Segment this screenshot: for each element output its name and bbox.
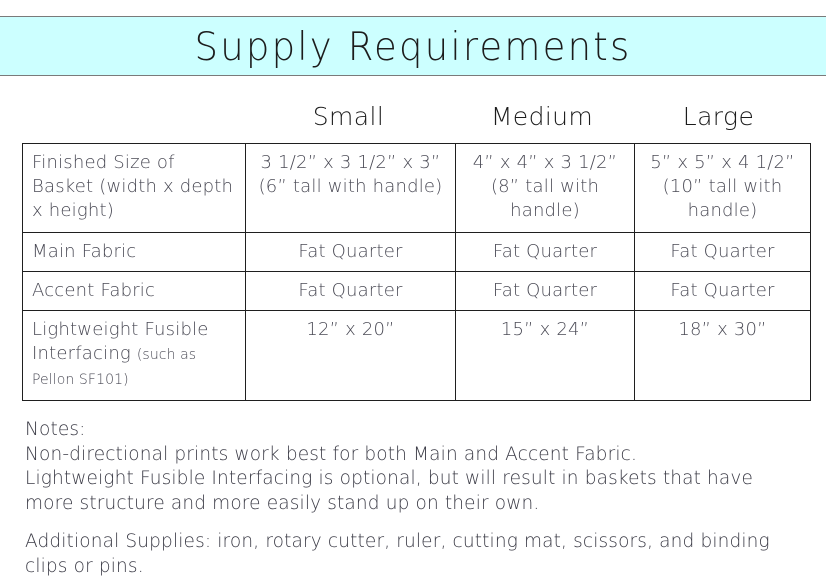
notes-heading: Notes: <box>25 419 86 440</box>
table-row: Lightweight Fusible Interfacing (such as… <box>22 310 811 401</box>
cell-accent-fabric-medium: Fat Quarter <box>455 271 635 311</box>
cell-main-fabric-small: Fat Quarter <box>245 232 456 272</box>
table-row: Main Fabric Fat Quarter Fat Quarter Fat … <box>22 232 811 272</box>
cell-text: Fat Quarter <box>670 241 775 262</box>
cell-text: Fat Quarter <box>298 241 403 262</box>
cell-interfacing-small: 12” x 20” <box>245 310 456 401</box>
row-label-main-fabric: Main Fabric <box>22 232 246 272</box>
cell-text: 3 1/2” x 3 1/2” x 3” (6” tall with handl… <box>258 152 443 197</box>
cell-text: Lightweight Fusible Interfacing (such as… <box>23 311 245 400</box>
cell-interfacing-medium: 15” x 24” <box>455 310 635 401</box>
cell-text: 12” x 20” <box>306 319 395 340</box>
column-header-large: Large <box>682 102 755 131</box>
additional-supplies: Additional Supplies: iron, rotary cutter… <box>25 531 770 577</box>
row-label-interfacing: Lightweight Fusible Interfacing (such as… <box>22 310 246 401</box>
notes-section: Notes: Non-directional prints work best … <box>25 418 800 516</box>
cell-text: 5” x 5” x 4 1/2” (10” tall with handle) <box>650 152 795 221</box>
cell-interfacing-large: 18” x 30” <box>634 310 811 401</box>
cell-text: Accent Fabric <box>32 280 156 301</box>
cell-main-fabric-large: Fat Quarter <box>634 232 811 272</box>
cell-accent-fabric-small: Fat Quarter <box>245 271 456 311</box>
notes-line-2: Lightweight Fusible Interfacing is optio… <box>25 468 760 514</box>
column-header-medium: Medium <box>490 102 594 131</box>
row-label-interfacing-main: Lightweight Fusible Interfacing <box>32 319 209 364</box>
row-label-finished-size: Finished Size of Basket (width x depth x… <box>22 143 246 233</box>
column-header-small: Small <box>312 102 385 131</box>
cell-finished-size-large: 5” x 5” x 4 1/2” (10” tall with handle) <box>634 143 811 233</box>
cell-text: 4” x 4” x 3 1/2” (8” tall with handle) <box>472 152 618 221</box>
cell-text: 18” x 30” <box>678 319 767 340</box>
cell-text: Main Fabric <box>32 241 137 262</box>
cell-main-fabric-medium: Fat Quarter <box>455 232 635 272</box>
table-row: Accent Fabric Fat Quarter Fat Quarter Fa… <box>22 271 811 311</box>
table-column-headers: Small Medium Large <box>244 100 806 140</box>
row-label-interfacing-note: (such as Pellon SF101) <box>32 347 197 388</box>
cell-text: Fat Quarter <box>492 241 598 262</box>
cell-finished-size-small: 3 1/2” x 3 1/2” x 3” (6” tall with handl… <box>245 143 456 233</box>
cell-text: Finished Size of Basket (width x depth x… <box>32 152 234 221</box>
row-label-accent-fabric: Accent Fabric <box>22 271 246 311</box>
cell-accent-fabric-large: Fat Quarter <box>634 271 811 311</box>
cell-text: Fat Quarter <box>492 280 598 301</box>
cell-finished-size-medium: 4” x 4” x 3 1/2” (8” tall with handle) <box>455 143 635 233</box>
cell-text: 15” x 24” <box>500 319 590 340</box>
table-row: Finished Size of Basket (width x depth x… <box>22 143 811 233</box>
title-banner: Supply Requirements <box>0 16 826 76</box>
notes-line-1: Non-directional prints work best for bot… <box>25 443 637 465</box>
supply-requirements-table: Finished Size of Basket (width x depth x… <box>22 143 811 401</box>
cell-text: Fat Quarter <box>298 280 403 301</box>
page-title: Supply Requirements <box>194 23 632 69</box>
cell-text: Fat Quarter <box>670 280 775 301</box>
